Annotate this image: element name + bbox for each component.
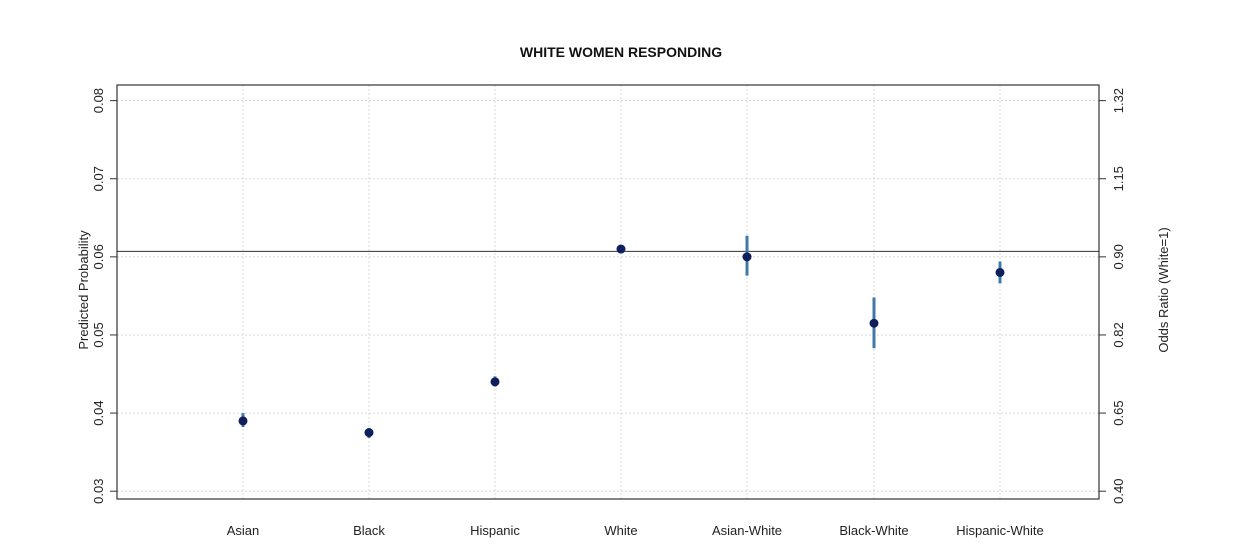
right-y-tick-label: 0.65 [1111, 400, 1126, 425]
axis-layer: 0.03 0.40 0.04 0.65 0.05 0.82 0.06 0.90 0.07 1.15… [91, 88, 1126, 538]
chart-title: WHITE WOMEN RESPONDING [520, 44, 722, 60]
grid-layer [117, 85, 1099, 499]
right-y-tick-label: 0.82 [1111, 322, 1126, 347]
marks-layer [117, 235, 1099, 439]
data-point [742, 252, 752, 262]
left-y-tick-label: 0.05 [91, 322, 106, 347]
y-axis-label: Predicted Probability [76, 230, 91, 350]
data-point [869, 318, 879, 328]
left-y-tick-label: 0.08 [91, 88, 106, 113]
right-y-axis-label: Odds Ratio (White=1) [1156, 227, 1171, 352]
data-point [364, 428, 374, 438]
right-y-tick-label: 1.15 [1111, 166, 1126, 191]
data-point [995, 267, 1005, 277]
x-category-label: Asian [227, 523, 260, 538]
left-y-tick-label: 0.04 [91, 400, 106, 425]
x-category-label: Asian-White [712, 523, 782, 538]
plot-area [116, 84, 1100, 500]
right-y-tick-label: 0.40 [1111, 479, 1126, 504]
left-y-tick-label: 0.03 [91, 479, 106, 504]
x-category-label: White [604, 523, 637, 538]
data-point [616, 244, 626, 254]
x-category-label: Black [353, 523, 385, 538]
x-category-label: Hispanic-White [956, 523, 1043, 538]
data-point [490, 377, 500, 387]
left-y-tick-label: 0.06 [91, 244, 106, 269]
right-y-tick-label: 1.32 [1111, 88, 1126, 113]
left-y-tick-label: 0.07 [91, 166, 106, 191]
x-category-label: Hispanic [470, 523, 520, 538]
x-category-label: Black-White [839, 523, 908, 538]
data-point [238, 416, 248, 426]
right-y-tick-label: 0.90 [1111, 244, 1126, 269]
